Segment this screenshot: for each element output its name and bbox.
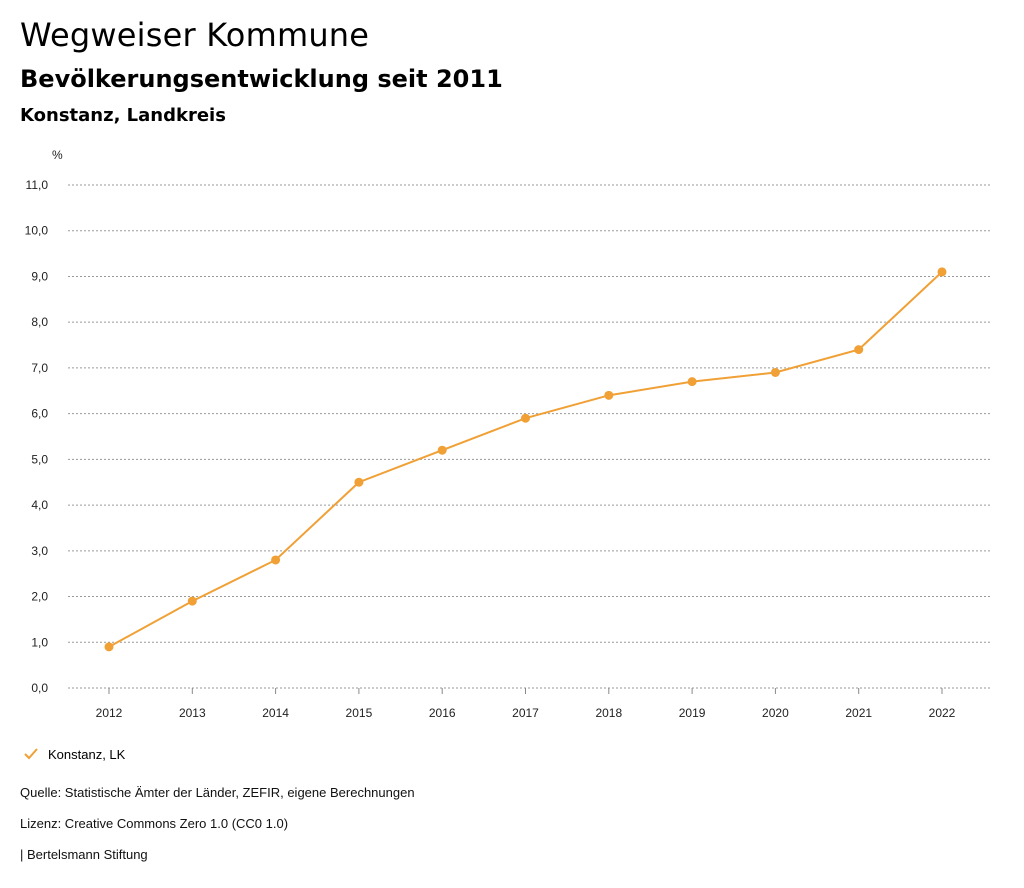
y-tick-label: 6,0 bbox=[31, 407, 48, 421]
check-icon bbox=[24, 748, 38, 760]
y-tick-label: 9,0 bbox=[31, 269, 48, 283]
x-tick-label: 2019 bbox=[679, 706, 706, 720]
y-tick-label: 2,0 bbox=[31, 590, 48, 604]
y-tick-label: 3,0 bbox=[31, 544, 48, 558]
y-tick-label: 10,0 bbox=[25, 224, 49, 238]
y-tick-label: 11,0 bbox=[26, 178, 49, 192]
y-axis-unit: % bbox=[52, 148, 63, 162]
x-tick-label: 2012 bbox=[96, 706, 123, 720]
legend-label: Konstanz, LK bbox=[48, 746, 126, 762]
x-tick-label: 2017 bbox=[512, 706, 539, 720]
page-title: Wegweiser Kommune bbox=[20, 16, 370, 54]
y-axis-ticks: 0,0 1,0 2,0 3,0 4,0 5,0 6,0 7,0 8,0 9,0 10,0 11,0 bbox=[25, 178, 49, 695]
chart-subtitle: Bevölkerungsentwicklung seit 2011 bbox=[20, 65, 503, 93]
data-point[interactable] bbox=[187, 596, 197, 606]
y-tick-label: 4,0 bbox=[31, 498, 48, 512]
x-tick-label: 2022 bbox=[929, 706, 956, 720]
x-tick-label: 2013 bbox=[179, 706, 206, 720]
license-note: Lizenz: Creative Commons Zero 1.0 (CC0 1… bbox=[20, 816, 289, 831]
y-tick-label: 7,0 bbox=[31, 361, 48, 375]
publisher-note: | Bertelsmann Stiftung bbox=[20, 847, 148, 862]
data-point[interactable] bbox=[854, 345, 864, 355]
data-point[interactable] bbox=[521, 413, 530, 423]
x-tick-label: 2016 bbox=[429, 706, 456, 720]
x-tick-label: 2015 bbox=[346, 706, 373, 720]
x-tick-label: 2018 bbox=[595, 706, 622, 720]
data-point[interactable] bbox=[271, 555, 281, 565]
x-tick-label: 2020 bbox=[762, 706, 789, 720]
legend[interactable]: Konstanz, LK bbox=[22, 745, 125, 763]
data-point[interactable] bbox=[770, 367, 780, 377]
line-chart: % 0,0 1,0 2,0 3,0 4,0 5,0 6,0 7,0 8,0 9,0 10,0 11,0… bbox=[25, 148, 990, 720]
region-label: Konstanz, Landkreis bbox=[20, 105, 226, 126]
data-point[interactable] bbox=[104, 642, 114, 652]
grid-lines bbox=[68, 184, 990, 689]
data-point[interactable] bbox=[354, 477, 364, 487]
x-axis-ticks: 2012 2013 2014 2015 2016 2017 2018 2019 2020 2021… bbox=[96, 688, 956, 720]
series-konstanz bbox=[104, 267, 947, 652]
x-tick-label: 2014 bbox=[262, 706, 289, 720]
source-note: Quelle: Statistische Ämter der Länder, Z… bbox=[20, 785, 415, 800]
data-point[interactable] bbox=[937, 267, 947, 277]
data-point[interactable] bbox=[604, 390, 614, 400]
data-point[interactable] bbox=[687, 377, 697, 387]
y-tick-label: 5,0 bbox=[31, 452, 48, 466]
y-tick-label: 1,0 bbox=[31, 635, 48, 649]
x-tick-label: 2021 bbox=[845, 706, 872, 720]
data-point[interactable] bbox=[437, 445, 447, 455]
y-tick-label: 8,0 bbox=[31, 315, 48, 329]
y-tick-label: 0,0 bbox=[31, 681, 48, 695]
